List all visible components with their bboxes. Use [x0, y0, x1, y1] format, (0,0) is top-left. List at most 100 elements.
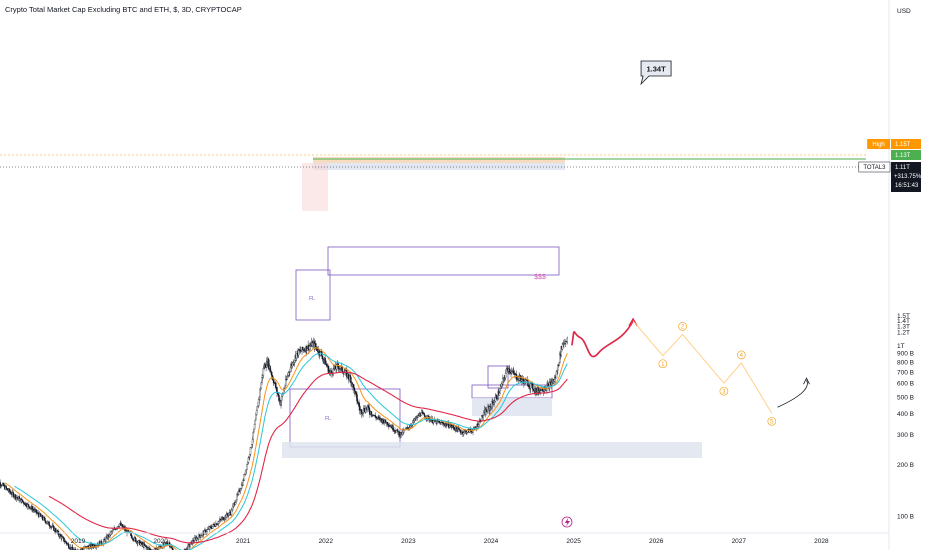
candle — [500, 386, 502, 389]
candle — [200, 535, 202, 538]
candle — [283, 389, 285, 394]
candle — [255, 410, 258, 416]
chart-annotation: FL — [309, 296, 315, 302]
price-tag-label-box — [858, 161, 891, 173]
candle — [243, 474, 246, 481]
price-tick-label: 700 B — [897, 369, 914, 376]
candle — [269, 365, 271, 371]
price-tag-countdown: 16:51:43 — [895, 183, 919, 189]
wave-label: 5 — [770, 419, 774, 425]
lightning-icon[interactable] — [561, 516, 573, 528]
candle — [257, 399, 260, 407]
candle — [251, 444, 253, 449]
candle — [384, 419, 387, 423]
price-tick-label: 600 B — [897, 381, 914, 388]
candle — [232, 504, 235, 507]
candle — [529, 383, 532, 389]
price-tick-label: 200 B — [897, 462, 914, 469]
candle — [453, 426, 455, 429]
candle — [274, 382, 277, 388]
target-callout-box — [640, 60, 672, 86]
candle — [59, 534, 62, 536]
price-tick-label: 1.5T — [897, 313, 910, 320]
price-tag-value: 1.13T — [895, 153, 911, 159]
candle — [234, 502, 237, 505]
candle — [137, 542, 139, 544]
candle — [255, 414, 257, 421]
candle — [37, 512, 39, 515]
candle — [493, 402, 495, 405]
candle — [237, 491, 239, 495]
candle — [361, 409, 363, 415]
candle — [491, 401, 494, 404]
candle — [285, 379, 287, 387]
candle — [259, 389, 261, 398]
wave-label: 4 — [740, 353, 744, 359]
candle — [318, 349, 320, 354]
candle — [259, 388, 262, 390]
candle — [44, 520, 47, 524]
candle — [498, 392, 501, 396]
wave-label-circle — [736, 350, 746, 360]
deep-demand-zone — [282, 442, 702, 458]
wave-label-circle — [719, 386, 729, 396]
candle — [505, 368, 507, 374]
demand-zone-2024 — [487, 365, 509, 389]
candle — [48, 525, 51, 527]
candle — [240, 488, 242, 491]
price-tick-label: 900 B — [897, 351, 914, 358]
candle — [415, 417, 417, 420]
candle — [350, 377, 352, 384]
candle — [13, 493, 15, 498]
candle — [553, 379, 556, 382]
candle — [134, 537, 136, 539]
candle — [459, 429, 461, 432]
wave-label: 1 — [661, 362, 665, 368]
candle — [380, 418, 383, 421]
candle — [506, 368, 509, 370]
candle — [487, 406, 489, 412]
peak-zone — [302, 163, 328, 211]
candle — [213, 524, 216, 527]
candle — [521, 379, 523, 382]
chart-annotation: $$$ — [534, 274, 546, 281]
candle — [139, 543, 142, 546]
candle — [281, 394, 284, 397]
candle — [482, 415, 484, 418]
candle — [67, 543, 70, 548]
candle — [532, 383, 534, 390]
candle — [260, 382, 263, 389]
candle — [347, 373, 349, 378]
candle — [246, 463, 248, 470]
candle — [8, 488, 11, 492]
candle — [270, 372, 273, 376]
candle — [249, 454, 251, 458]
candle — [277, 393, 280, 396]
price-tag-change: +313.75% — [894, 174, 922, 180]
fl-box-upper — [295, 269, 331, 321]
candle — [494, 400, 496, 403]
candle — [444, 424, 446, 426]
candle — [499, 388, 501, 394]
candle — [254, 419, 256, 425]
candle — [466, 432, 468, 434]
candle — [502, 378, 504, 385]
candle — [44, 518, 46, 521]
price-tick-label: 800 B — [897, 359, 914, 366]
candle — [105, 537, 107, 542]
time-axis[interactable]: 2019 2020 2021 2022 2023 2024 2025 2026 2027 2028 — [0, 532, 889, 545]
moving-average-line — [48, 371, 568, 544]
candle — [334, 365, 337, 369]
price-tag-box — [891, 139, 921, 149]
candle — [395, 430, 398, 433]
candle — [171, 546, 173, 549]
candle — [314, 343, 317, 347]
candle — [392, 425, 394, 431]
moving-average-line — [4, 347, 568, 550]
candle — [293, 360, 296, 363]
price-axis[interactable]: USD 100 B 200 B 300 B 400 B 500 B 600 B 700 B 8… — [858, 0, 922, 550]
candle — [187, 544, 189, 550]
candle — [221, 518, 223, 520]
